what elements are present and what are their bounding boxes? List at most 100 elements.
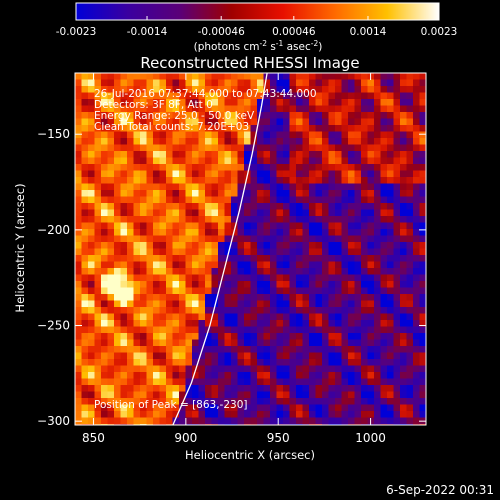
heatmap-cell xyxy=(419,73,426,80)
heatmap-cell xyxy=(127,177,134,184)
heatmap-cell xyxy=(380,248,388,256)
heatmap-cell xyxy=(81,372,89,379)
heatmap-cell xyxy=(244,372,251,379)
heatmap-cell xyxy=(218,333,225,340)
heatmap-cell xyxy=(81,125,89,132)
heatmap-cell xyxy=(393,144,401,152)
heatmap-cell xyxy=(393,255,401,262)
heatmap-cell xyxy=(224,190,232,197)
heatmap-cell xyxy=(289,378,297,386)
heatmap-cell xyxy=(140,235,147,243)
heatmap-cell xyxy=(133,99,141,106)
heatmap-cell xyxy=(419,352,426,360)
heatmap-cell xyxy=(406,261,414,269)
heatmap-cell xyxy=(237,183,245,191)
heatmap-cell xyxy=(250,411,258,418)
heatmap-cell xyxy=(374,144,381,152)
heatmap-cell xyxy=(400,235,407,243)
heatmap-cell xyxy=(81,92,89,100)
annotation-block: 26-Jul-2016 07:37:44.000 to 07:43:44.000… xyxy=(94,88,317,411)
heatmap-cell xyxy=(322,190,329,197)
heatmap-cell xyxy=(322,326,329,334)
heatmap-cell xyxy=(400,209,407,217)
heatmap-cell xyxy=(205,138,212,145)
heatmap-cell xyxy=(302,255,310,262)
heatmap-cell xyxy=(198,261,206,269)
heatmap-cell xyxy=(153,209,160,217)
heatmap-cell xyxy=(419,177,426,184)
heatmap-cell xyxy=(192,157,199,165)
heatmap-cell xyxy=(81,320,89,327)
heatmap-cell xyxy=(270,170,277,178)
heatmap-cell xyxy=(159,138,167,145)
heatmap-cell xyxy=(107,287,115,295)
heatmap-cell xyxy=(81,385,89,392)
heatmap-cell xyxy=(283,196,290,204)
heatmap-cell xyxy=(218,372,225,379)
heatmap-cell xyxy=(114,411,121,418)
heatmap-cell xyxy=(406,404,414,412)
heatmap-cell xyxy=(283,391,290,399)
heatmap-cell xyxy=(270,144,277,152)
heatmap-cell xyxy=(205,73,212,80)
heatmap-cell xyxy=(361,281,368,288)
heatmap-cell xyxy=(198,248,206,256)
heatmap-cell xyxy=(211,281,219,288)
heatmap-cell xyxy=(237,138,245,145)
heatmap-cell xyxy=(400,359,407,366)
heatmap-cell xyxy=(218,138,225,145)
heatmap-cell xyxy=(289,99,297,106)
heatmap-cell xyxy=(289,261,297,269)
heatmap-cell xyxy=(133,196,141,204)
heatmap-cell xyxy=(413,131,420,139)
heatmap-cell xyxy=(107,261,115,269)
heatmap-cell xyxy=(146,216,154,223)
heatmap-cell xyxy=(153,333,160,340)
heatmap-cell xyxy=(367,138,375,145)
heatmap-cell xyxy=(101,203,108,210)
heatmap-cell xyxy=(94,229,102,236)
heatmap-cell xyxy=(393,359,401,366)
heatmap-cell xyxy=(198,274,206,282)
heatmap-cell xyxy=(406,138,414,145)
heatmap-cell xyxy=(218,170,225,178)
heatmap-cell xyxy=(179,125,186,132)
heatmap-cell xyxy=(205,216,212,223)
heatmap-cell xyxy=(250,385,258,392)
heatmap-cell xyxy=(348,125,355,132)
heatmap-cell xyxy=(400,86,407,93)
heatmap-cell xyxy=(179,229,186,236)
heatmap-cell xyxy=(159,79,167,87)
heatmap-cell xyxy=(192,417,199,425)
heatmap-cell xyxy=(172,92,180,100)
heatmap-cell xyxy=(224,235,232,243)
heatmap-cell xyxy=(88,183,95,191)
heatmap-cell xyxy=(224,287,232,295)
heatmap-cell xyxy=(341,268,349,275)
heatmap-cell xyxy=(289,138,297,145)
heatmap-cell xyxy=(270,391,277,399)
heatmap-cell xyxy=(341,125,349,132)
heatmap-cell xyxy=(374,326,381,334)
heatmap-cell xyxy=(406,183,414,191)
heatmap-cell xyxy=(315,222,323,230)
heatmap-cell xyxy=(276,86,284,93)
heatmap-cell xyxy=(211,359,219,366)
heatmap-cell xyxy=(289,268,297,275)
heatmap-cell xyxy=(153,268,160,275)
heatmap-cell xyxy=(211,255,219,262)
heatmap-cell xyxy=(192,190,199,197)
heatmap-cell xyxy=(153,274,160,282)
heatmap-cell xyxy=(328,183,336,191)
heatmap-cell xyxy=(153,138,160,145)
heatmap-cell xyxy=(153,203,160,210)
heatmap-cell xyxy=(322,320,329,327)
heatmap-cell xyxy=(146,378,154,386)
heatmap-cell xyxy=(322,99,329,106)
heatmap-cell xyxy=(133,229,141,236)
heatmap-cell xyxy=(205,385,212,392)
heatmap-cell xyxy=(218,125,225,132)
heatmap-cell xyxy=(296,320,303,327)
heatmap-cell xyxy=(94,151,102,158)
heatmap-cell xyxy=(218,131,225,139)
